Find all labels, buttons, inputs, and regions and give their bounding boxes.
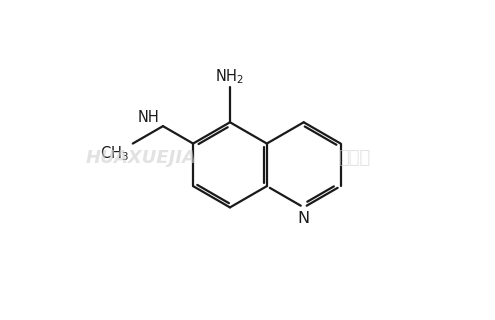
Text: NH: NH xyxy=(138,110,159,125)
Text: N: N xyxy=(297,211,310,226)
Text: CH$_3$: CH$_3$ xyxy=(100,145,129,163)
Text: HUAXUEJIA: HUAXUEJIA xyxy=(86,148,197,167)
Text: NH$_2$: NH$_2$ xyxy=(215,67,245,85)
Text: 化学加: 化学加 xyxy=(338,148,370,167)
